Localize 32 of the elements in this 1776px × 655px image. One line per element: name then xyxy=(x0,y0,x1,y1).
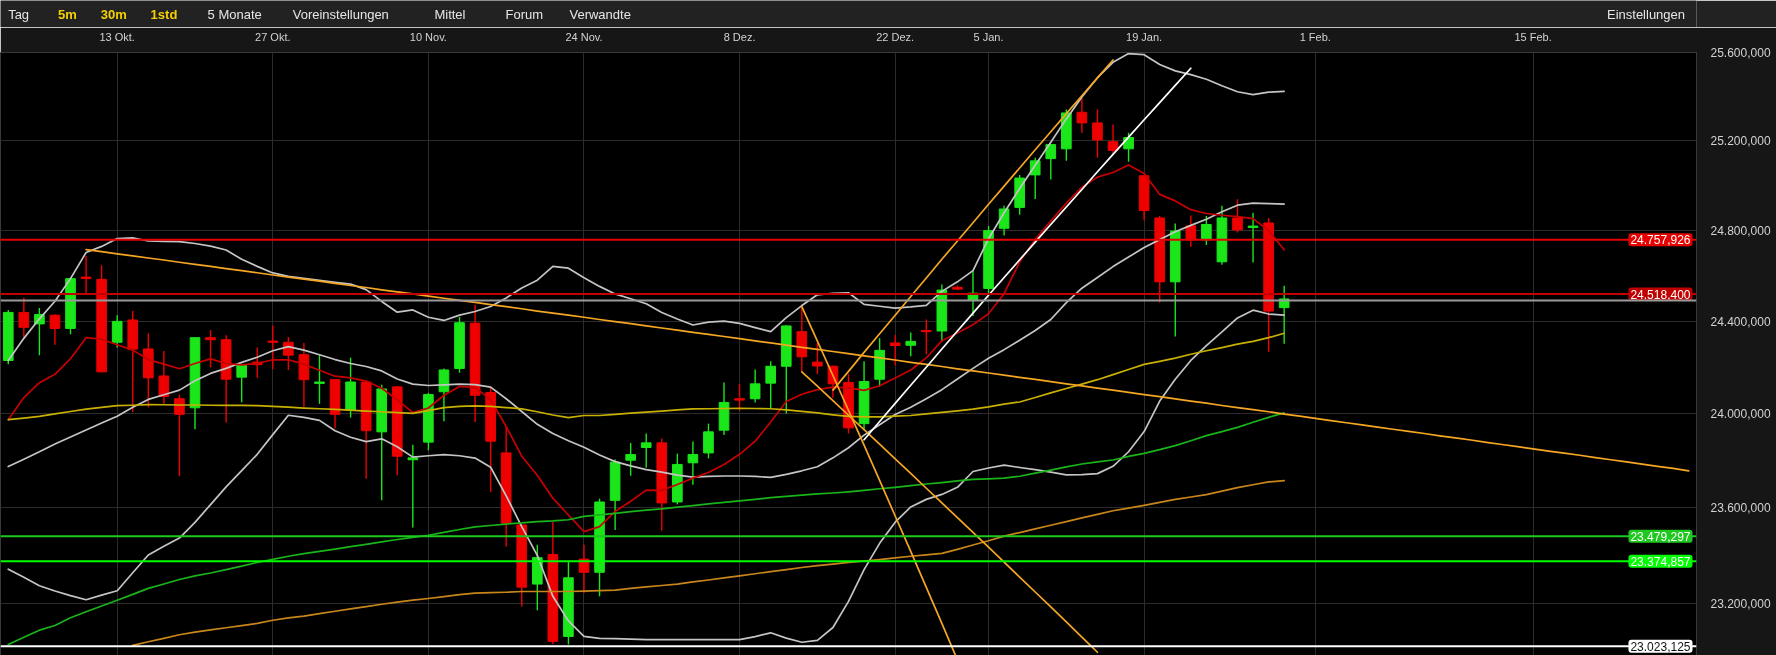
y-tick-label: 25.200,000 xyxy=(1710,134,1771,149)
text: Voreinstellungen xyxy=(292,6,389,22)
text: 30m xyxy=(100,6,127,22)
x-tick-label: 27 Okt. xyxy=(255,30,291,43)
ref-line-label: 23.479,297 xyxy=(1630,529,1691,544)
x-tick-label: 13 Okt. xyxy=(99,30,135,43)
text: 5 Monate xyxy=(207,6,262,22)
x-tick-label: 22 Dez. xyxy=(876,30,915,43)
y-tick-label: 24.800,000 xyxy=(1710,223,1771,238)
text: Tag xyxy=(8,6,30,22)
ref-line-label: 23.374,857 xyxy=(1630,554,1691,569)
y-tick-label: 23.200,000 xyxy=(1710,596,1771,611)
x-tick-label: 15 Feb. xyxy=(1514,30,1552,43)
x-tick-label: 10 Nov. xyxy=(409,30,447,43)
text: 1std xyxy=(150,6,178,22)
x-tick-label: 19 Jan. xyxy=(1126,30,1163,43)
ref-line-label: 24.757,926 xyxy=(1630,233,1691,248)
text: Einstellungen xyxy=(1606,6,1686,22)
x-tick-label: 1 Feb. xyxy=(1299,30,1331,43)
x-tick-label: 8 Dez. xyxy=(723,30,756,43)
text: 5m xyxy=(57,6,77,22)
ref-line-label: 24.518,400 xyxy=(1630,287,1691,302)
y-tick-label: 23.600,000 xyxy=(1710,501,1771,516)
x-tick-label: 24 Nov. xyxy=(565,30,603,43)
y-tick-label: 25.600,000 xyxy=(1710,46,1771,60)
text: Verwandte xyxy=(569,6,631,22)
y-tick-label: 24.000,000 xyxy=(1710,407,1771,422)
x-tick-label: 5 Jan. xyxy=(973,30,1004,43)
ref-line-label: 23.023,125 xyxy=(1630,639,1691,654)
y-tick-label: 24.400,000 xyxy=(1710,314,1771,329)
text: Mittel xyxy=(434,6,466,22)
text: Forum xyxy=(505,6,544,22)
